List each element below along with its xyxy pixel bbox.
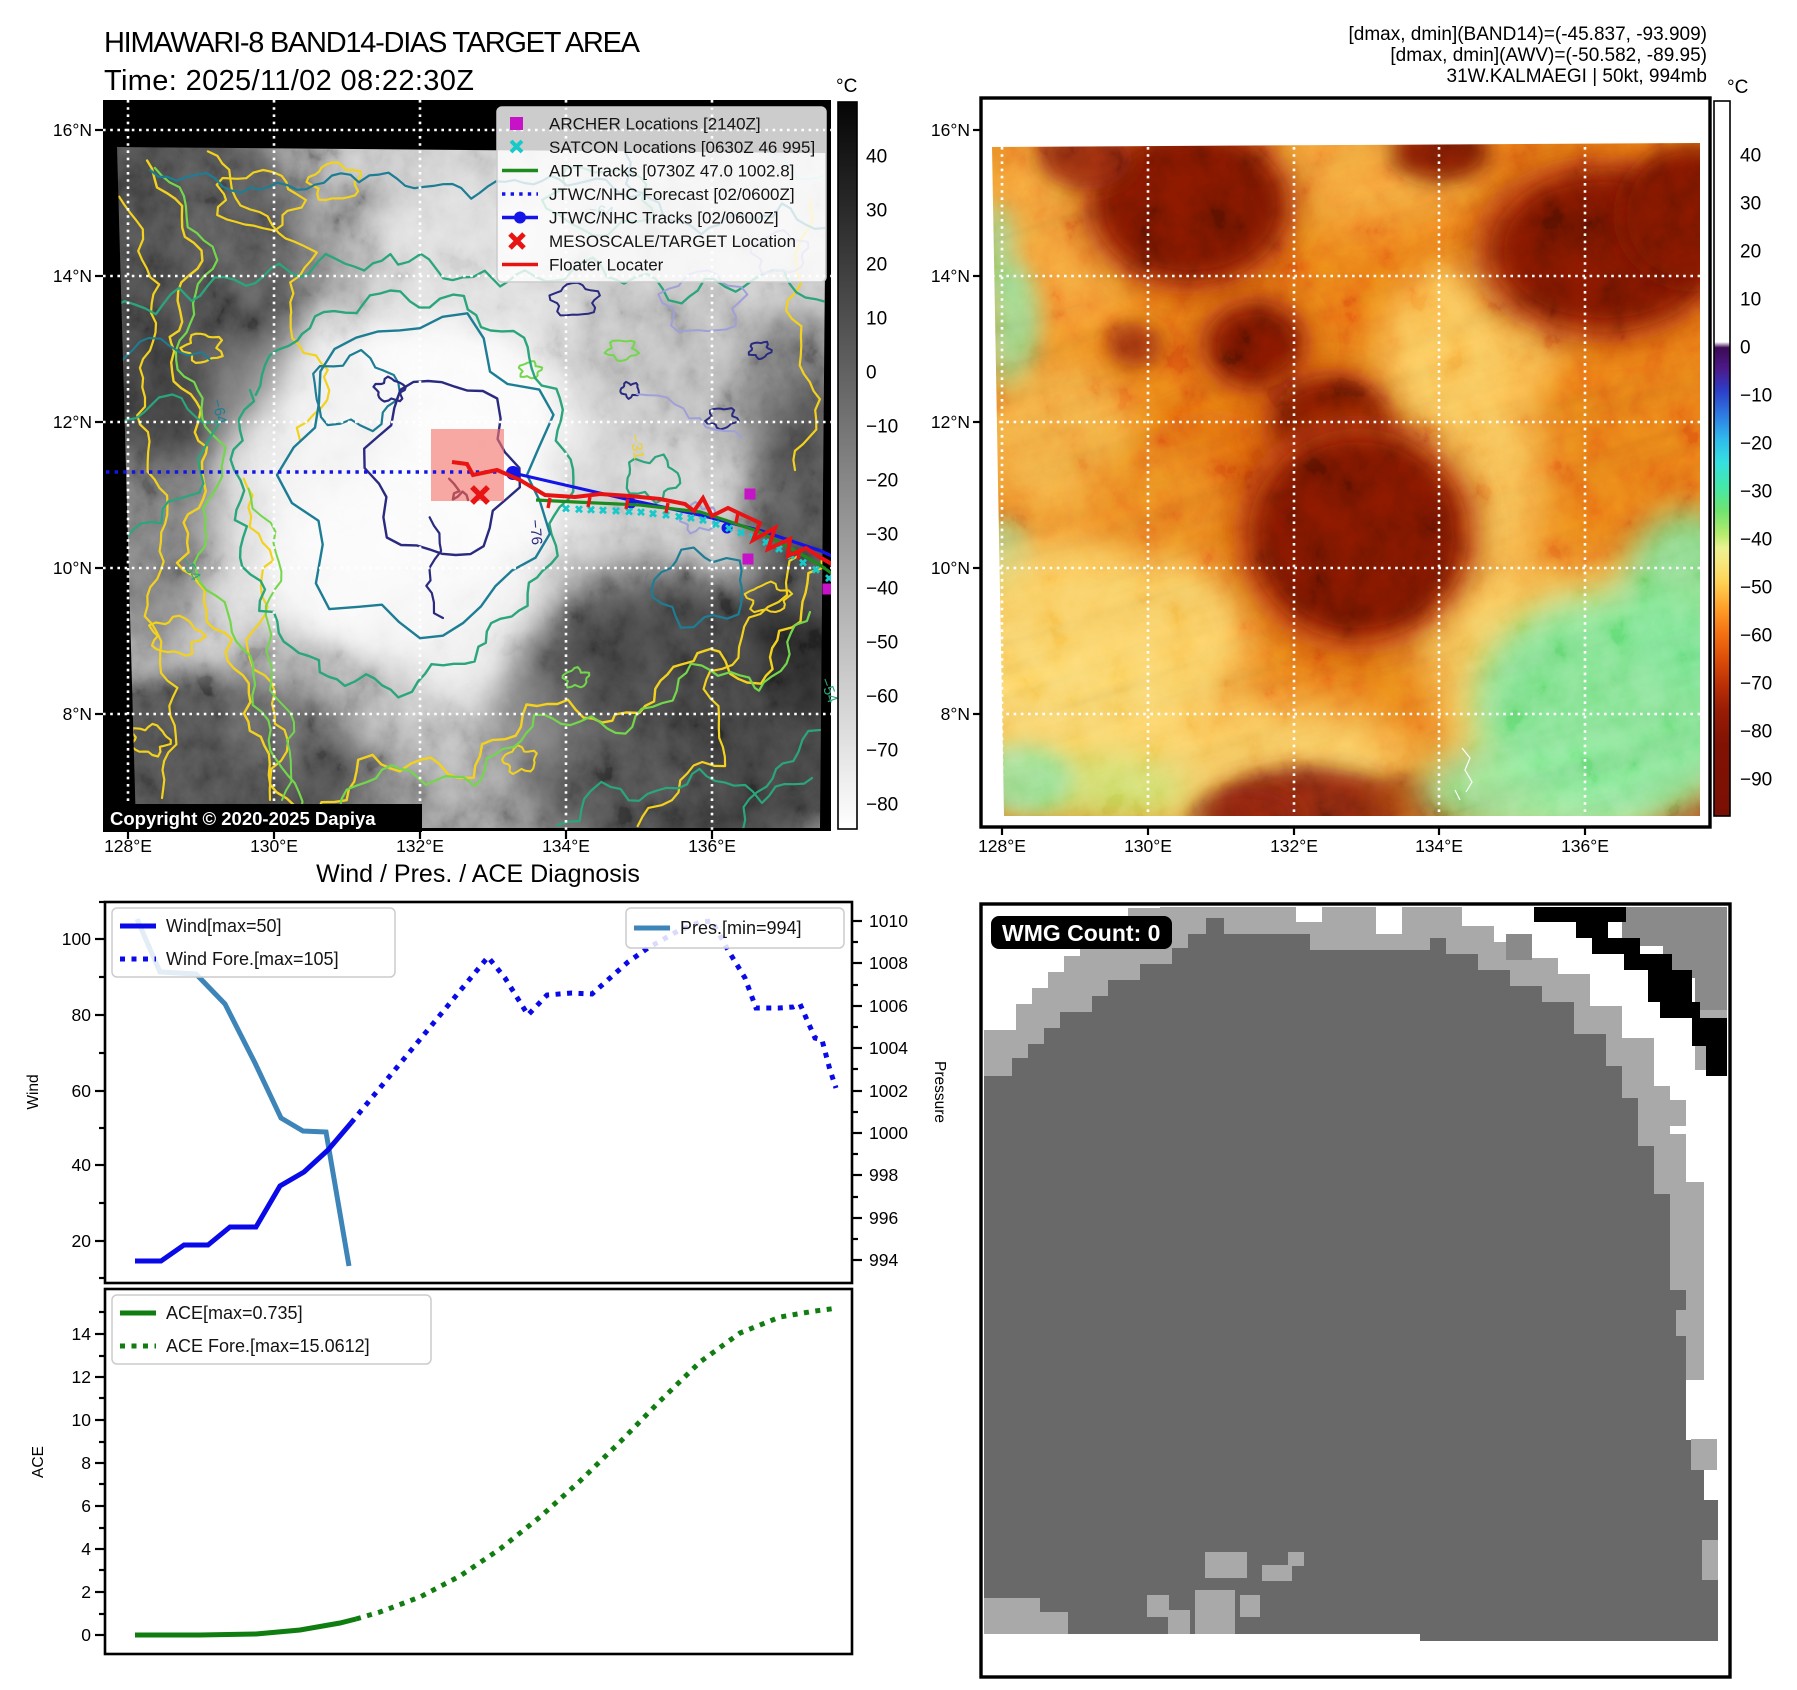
svg-text:20: 20 bbox=[1740, 242, 1761, 263]
svg-text:130°E: 130°E bbox=[250, 836, 298, 856]
svg-text:[dmax, dmin](BAND14)=(-45.837,: [dmax, dmin](BAND14)=(-45.837, -93.909) bbox=[1348, 24, 1707, 45]
svg-text:Wind Fore.[max=105]: Wind Fore.[max=105] bbox=[166, 949, 339, 969]
svg-text:Pres.[min=994]: Pres.[min=994] bbox=[680, 918, 802, 938]
svg-text:20: 20 bbox=[72, 1231, 92, 1251]
svg-text:12: 12 bbox=[72, 1367, 91, 1387]
svg-text:°C: °C bbox=[836, 76, 857, 97]
svg-text:−64: −64 bbox=[208, 397, 230, 425]
svg-text:Wind[max=50]: Wind[max=50] bbox=[166, 916, 282, 936]
svg-text:−70: −70 bbox=[1740, 674, 1772, 695]
svg-text:−60: −60 bbox=[1740, 626, 1772, 647]
svg-text:−10: −10 bbox=[866, 417, 898, 438]
svg-text:−90: −90 bbox=[1740, 770, 1772, 791]
svg-text:2: 2 bbox=[81, 1582, 91, 1602]
svg-text:996: 996 bbox=[869, 1208, 898, 1228]
svg-text:Wind / Pres. / ACE Diagnosis: Wind / Pres. / ACE Diagnosis bbox=[316, 860, 640, 888]
svg-text:136°E: 136°E bbox=[1561, 836, 1609, 856]
svg-text:10°N: 10°N bbox=[53, 558, 92, 578]
svg-text:−40: −40 bbox=[1740, 530, 1772, 551]
svg-text:80: 80 bbox=[72, 1005, 92, 1025]
svg-text:4: 4 bbox=[81, 1539, 91, 1559]
svg-text:1004: 1004 bbox=[869, 1038, 908, 1058]
svg-text:14: 14 bbox=[72, 1324, 92, 1344]
svg-text:20: 20 bbox=[866, 255, 887, 276]
svg-text:14°N: 14°N bbox=[53, 266, 92, 286]
svg-text:30: 30 bbox=[1740, 194, 1761, 215]
svg-text:Time: 2025/11/02 08:22:30Z: Time: 2025/11/02 08:22:30Z bbox=[104, 65, 474, 97]
svg-text:40: 40 bbox=[72, 1155, 92, 1175]
svg-text:MESOSCALE/TARGET Location: MESOSCALE/TARGET Location bbox=[549, 232, 796, 251]
svg-text:10: 10 bbox=[866, 309, 887, 330]
svg-text:ACE Fore.[max=15.0612]: ACE Fore.[max=15.0612] bbox=[166, 1336, 370, 1356]
svg-text:−70: −70 bbox=[866, 741, 898, 762]
svg-text:−10: −10 bbox=[1740, 386, 1772, 407]
svg-text:12°N: 12°N bbox=[931, 412, 970, 432]
svg-text:136°E: 136°E bbox=[688, 836, 736, 856]
svg-text:HIMAWARI-8 BAND14-DIAS TARGET: HIMAWARI-8 BAND14-DIAS TARGET AREA bbox=[104, 27, 641, 59]
svg-text:12°N: 12°N bbox=[53, 412, 92, 432]
svg-text:10: 10 bbox=[72, 1410, 92, 1430]
svg-text:994: 994 bbox=[869, 1250, 898, 1270]
svg-text:8°N: 8°N bbox=[941, 704, 970, 724]
svg-text:JTWC/NHC Forecast [02/0600Z]: JTWC/NHC Forecast [02/0600Z] bbox=[549, 185, 795, 204]
svg-text:WMG Count: 0: WMG Count: 0 bbox=[1002, 920, 1160, 946]
svg-text:−31: −31 bbox=[626, 433, 647, 461]
svg-text:132°E: 132°E bbox=[396, 836, 444, 856]
svg-text:14°N: 14°N bbox=[931, 266, 970, 286]
svg-text:0: 0 bbox=[866, 363, 877, 384]
svg-text:40: 40 bbox=[1740, 146, 1761, 167]
svg-text:−80: −80 bbox=[866, 795, 898, 816]
svg-text:1002: 1002 bbox=[869, 1081, 908, 1101]
svg-text:−20: −20 bbox=[1740, 434, 1772, 455]
svg-text:132°E: 132°E bbox=[1270, 836, 1318, 856]
svg-text:0: 0 bbox=[81, 1625, 91, 1645]
svg-text:−40: −40 bbox=[866, 579, 898, 600]
svg-text:128°E: 128°E bbox=[104, 836, 152, 856]
svg-text:−80: −80 bbox=[1740, 722, 1772, 743]
svg-text:130°E: 130°E bbox=[1124, 836, 1172, 856]
svg-text:SATCON Locations [0630Z 46 995: SATCON Locations [0630Z 46 995] bbox=[549, 138, 815, 157]
svg-text:ACE: ACE bbox=[30, 1446, 47, 1478]
svg-text:−50: −50 bbox=[866, 633, 898, 654]
svg-text:1000: 1000 bbox=[869, 1123, 908, 1143]
svg-text:0: 0 bbox=[1740, 338, 1751, 359]
svg-text:30: 30 bbox=[866, 201, 887, 222]
svg-text:Floater Locater: Floater Locater bbox=[549, 256, 664, 275]
svg-text:10: 10 bbox=[1740, 290, 1761, 311]
svg-text:134°E: 134°E bbox=[1415, 836, 1463, 856]
svg-text:−76: −76 bbox=[526, 519, 545, 546]
svg-text:134°E: 134°E bbox=[542, 836, 590, 856]
svg-text:−30: −30 bbox=[1740, 482, 1772, 503]
svg-text:60: 60 bbox=[72, 1081, 92, 1101]
svg-text:100: 100 bbox=[62, 929, 91, 949]
svg-text:Pressure: Pressure bbox=[931, 1061, 948, 1123]
svg-text:−50: −50 bbox=[1740, 578, 1772, 599]
svg-text:JTWC/NHC Tracks [02/0600Z]: JTWC/NHC Tracks [02/0600Z] bbox=[549, 209, 779, 228]
svg-text:−30: −30 bbox=[866, 525, 898, 546]
svg-text:Wind: Wind bbox=[25, 1074, 42, 1109]
svg-text:40: 40 bbox=[866, 147, 887, 168]
svg-text:10°N: 10°N bbox=[931, 558, 970, 578]
svg-text:1006: 1006 bbox=[869, 996, 908, 1016]
svg-text:−60: −60 bbox=[866, 687, 898, 708]
svg-text:1010: 1010 bbox=[869, 911, 908, 931]
svg-text:1008: 1008 bbox=[869, 953, 908, 973]
svg-text:16°N: 16°N bbox=[53, 120, 92, 140]
svg-text:ADT Tracks [0730Z 47.0 1002.8]: ADT Tracks [0730Z 47.0 1002.8] bbox=[549, 162, 794, 181]
svg-text:998: 998 bbox=[869, 1165, 898, 1185]
svg-text:Copyright © 2020-2025 Dapiya: Copyright © 2020-2025 Dapiya bbox=[110, 808, 376, 829]
svg-text:128°E: 128°E bbox=[978, 836, 1026, 856]
svg-text:8°N: 8°N bbox=[63, 704, 92, 724]
svg-text:ARCHER Locations [2140Z]: ARCHER Locations [2140Z] bbox=[549, 115, 761, 134]
svg-text:ACE[max=0.735]: ACE[max=0.735] bbox=[166, 1303, 303, 1323]
svg-text:6: 6 bbox=[81, 1496, 91, 1516]
svg-text:−20: −20 bbox=[866, 471, 898, 492]
svg-text:8: 8 bbox=[81, 1453, 91, 1473]
svg-text:°C: °C bbox=[1727, 77, 1748, 98]
svg-text:31W.KALMAEGI | 50kt, 994mb: 31W.KALMAEGI | 50kt, 994mb bbox=[1447, 66, 1708, 87]
svg-text:[dmax, dmin](AWV)=(-50.582, -8: [dmax, dmin](AWV)=(-50.582, -89.95) bbox=[1390, 45, 1707, 66]
svg-text:16°N: 16°N bbox=[931, 120, 970, 140]
